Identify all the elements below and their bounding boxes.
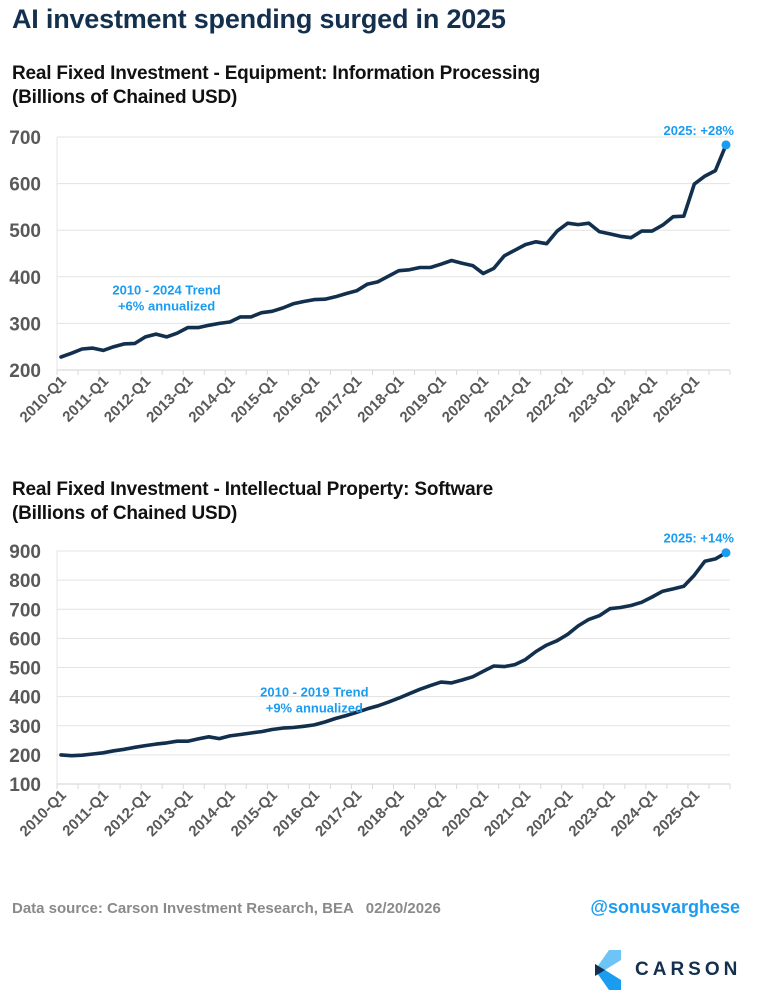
chart2-title-block: Real Fixed Investment - Intellectual Pro… [12, 478, 493, 526]
end-point-marker [721, 548, 731, 558]
carson-logo-text: CARSON [635, 959, 742, 980]
y-tick-label: 700 [9, 128, 41, 149]
y-tick-label: 100 [9, 775, 41, 796]
chart1-title-block: Real Fixed Investment - Equipment: Infor… [12, 62, 540, 110]
trend-annotation: 2010 - 2024 Trend [112, 283, 220, 298]
chart1-title: Real Fixed Investment - Equipment: Infor… [12, 63, 541, 84]
y-tick-label: 400 [9, 688, 41, 709]
carson-chevron-icon [595, 950, 621, 990]
carson-logo: CARSON [595, 950, 741, 990]
y-tick-label: 400 [9, 268, 41, 289]
y-tick-label: 900 [9, 542, 41, 563]
chart2-title: Real Fixed Investment - Intellectual Pro… [12, 479, 494, 500]
y-tick-label: 600 [9, 629, 41, 650]
x-tick-label: 2025-Q1 [650, 373, 703, 426]
end-point-label: 2025: +28% [664, 123, 735, 138]
author-handle: @sonusvarghese [590, 897, 740, 917]
trend-annotation: 2010 - 2019 Trend [260, 685, 368, 700]
chart2-subtitle: (Billions of Chained USD) [12, 503, 238, 524]
x-tick-label: 2025-Q1 [650, 787, 703, 840]
trend-annotation: +9% annualized [266, 701, 363, 716]
y-tick-label: 500 [9, 221, 41, 242]
y-tick-label: 600 [9, 175, 41, 196]
y-tick-label: 300 [9, 314, 41, 335]
y-tick-label: 700 [9, 600, 41, 621]
y-tick-label: 500 [9, 659, 41, 680]
series-line [59, 143, 728, 359]
y-tick-label: 800 [9, 571, 41, 592]
trend-annotation: +6% annualized [118, 299, 215, 314]
series-line [59, 550, 728, 758]
chart1-subtitle: (Billions of Chained USD) [12, 87, 238, 108]
chart1-svg: 2003004005006007002010-Q12011-Q12012-Q12… [9, 123, 735, 426]
y-tick-label: 300 [9, 717, 41, 738]
end-point-marker [721, 140, 731, 150]
data-source-note: Data source: Carson Investment Research,… [12, 900, 441, 917]
page-title: AI investment spending surged in 2025 [12, 4, 506, 34]
y-tick-label: 200 [9, 361, 41, 382]
y-tick-label: 200 [9, 746, 41, 767]
end-point-label: 2025: +14% [664, 531, 735, 546]
chart2-svg: 1002003004005006007008009002010-Q12011-Q… [9, 531, 735, 840]
